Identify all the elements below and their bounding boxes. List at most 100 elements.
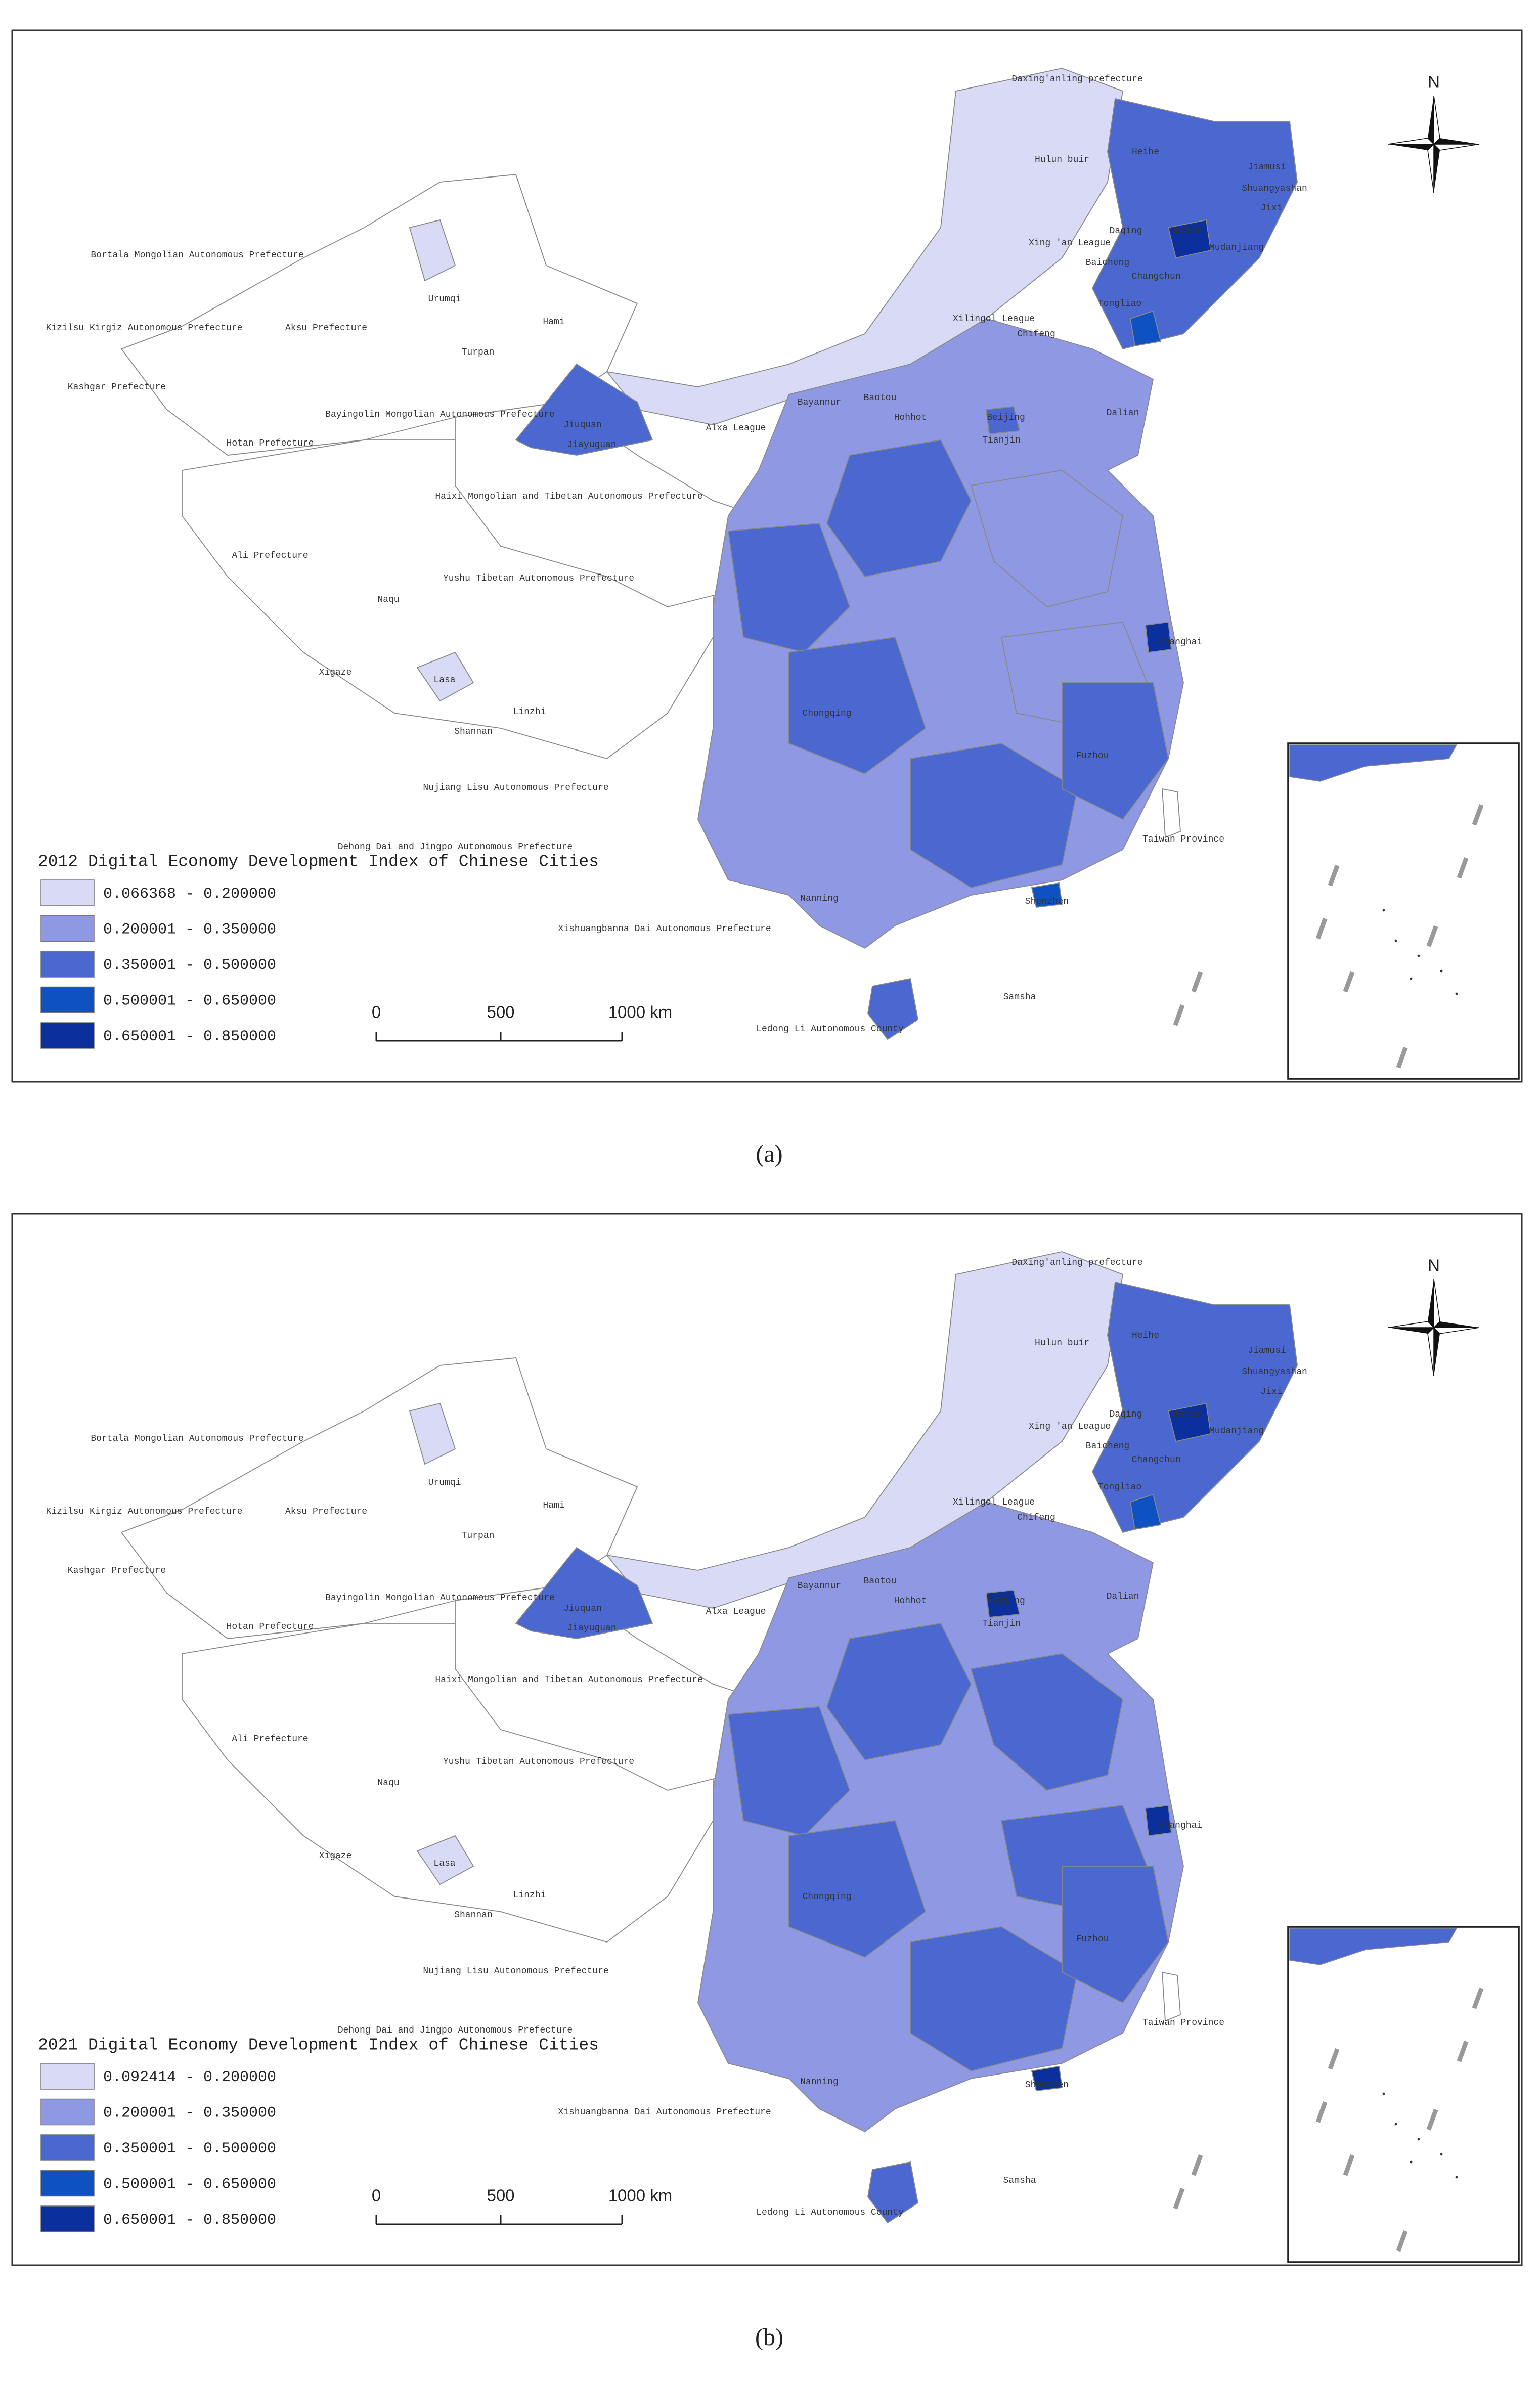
place-label: Kizilsu Kirgiz Autonomous Prefecture <box>46 1507 243 1517</box>
north-label: N <box>1428 73 1440 92</box>
inset-region <box>1289 744 1458 782</box>
region <box>515 363 653 456</box>
place-label: Xishuangbanna Dai Autonomous Prefecture <box>558 924 771 934</box>
place-label: Shuangyashan <box>1242 1367 1307 1377</box>
north-arrow-light <box>1388 95 1480 193</box>
place-label: Hulun buir <box>1035 1338 1089 1348</box>
place-label: Lasa <box>433 675 455 685</box>
legend-swatch <box>40 879 95 906</box>
place-label: Tianjin <box>982 435 1021 446</box>
legend-label: 0.092414 - 0.200000 <box>103 2069 276 2086</box>
dash-line <box>1396 1047 1408 1069</box>
place-label: Alxa League <box>706 1607 766 1617</box>
legend-label: 0.650001 - 0.850000 <box>103 1028 276 1045</box>
place-label: Bayingolin Mongolian Autonomous Prefectu… <box>325 1593 555 1603</box>
place-label: Xishuangbanna Dai Autonomous Prefecture <box>558 2107 771 2117</box>
place-label: Urumqi <box>428 1478 461 1488</box>
place-label: Dalian <box>1107 1592 1139 1602</box>
place-label: Mudanjiang <box>1209 243 1264 253</box>
legend-swatch <box>40 986 95 1013</box>
place-label: Ali Prefecture <box>232 1734 308 1744</box>
place-label: Nujiang Lisu Autonomous Prefecture <box>423 783 608 793</box>
dash-line <box>1315 918 1328 940</box>
place-label: Chongqing <box>802 709 851 719</box>
legend-label: 0.066368 - 0.200000 <box>103 886 276 903</box>
place-label: Linzhi <box>513 707 546 717</box>
place-label: Nanning <box>800 2077 839 2087</box>
place-label: Chongqing <box>802 1892 851 1902</box>
region <box>1167 1402 1212 1442</box>
place-label: Harbin <box>1170 1409 1203 1420</box>
place-label: Dalian <box>1107 408 1139 418</box>
region <box>727 1706 851 1837</box>
place-label: Kizilsu Kirgiz Autonomous Prefecture <box>46 323 243 333</box>
place-label: Taiwan Province <box>1142 2018 1224 2028</box>
place-label: Daqing <box>1110 226 1142 236</box>
island <box>1394 2123 1397 2126</box>
place-label: Nanning <box>800 894 839 904</box>
dash-line <box>1315 2101 1328 2123</box>
dash-line <box>1457 2041 1469 2062</box>
place-label: Xigaze <box>319 668 352 678</box>
legend-label: 0.350001 - 0.500000 <box>103 957 276 974</box>
legend-title: 2021 Digital Economy Development Index o… <box>38 2036 599 2055</box>
dash-line <box>1457 857 1469 879</box>
place-label: Yushu Tibetan Autonomous Prefecture <box>443 1757 634 1767</box>
place-label: Baicheng <box>1086 1441 1129 1451</box>
place-label: Hami <box>543 317 564 327</box>
place-label: Haixi Mongolian and Tibetan Autonomous P… <box>435 492 702 502</box>
place-label: Bayannur <box>798 1581 841 1591</box>
place-label: Mudanjiang <box>1209 1426 1264 1436</box>
place-label: Alxa League <box>706 423 766 433</box>
place-label: Chifeng <box>1017 329 1055 339</box>
place-label: Shenzhen <box>1025 897 1069 907</box>
island <box>1440 969 1443 973</box>
region <box>1062 1866 1169 2004</box>
island <box>1417 954 1420 957</box>
caption: (a) <box>756 1140 782 1167</box>
place-label: Turpan <box>462 347 495 358</box>
place-label: Yushu Tibetan Autonomous Prefecture <box>443 573 634 584</box>
place-label: Hulun buir <box>1035 155 1089 165</box>
place-label: Beijing <box>987 1596 1025 1606</box>
place-label: Xing 'an League <box>1029 1422 1111 1432</box>
region <box>1062 682 1169 820</box>
place-label: Naqu <box>377 1778 399 1788</box>
island <box>1410 2160 1413 2164</box>
region <box>910 743 1078 888</box>
place-label: Changchun <box>1131 1455 1180 1465</box>
place-label: Jiamusi <box>1248 162 1286 172</box>
inset-region <box>1289 1928 1458 1965</box>
scale-label: 500 <box>487 2186 514 2205</box>
legend-swatch <box>40 2098 95 2126</box>
place-label: Daqing <box>1110 1409 1142 1420</box>
place-label: Jiayuguan <box>567 1623 616 1634</box>
place-label: Shanghai <box>1159 1821 1202 1831</box>
dash-line <box>1426 925 1438 947</box>
place-label: Chifeng <box>1017 1513 1055 1523</box>
island <box>1440 2153 1443 2156</box>
region <box>416 1835 474 1885</box>
region <box>985 1590 1021 1618</box>
place-label: Urumqi <box>428 294 461 304</box>
place-label: Ledong Li Autonomous County <box>756 1024 904 1034</box>
place-label: Hotan Prefecture <box>227 438 314 449</box>
region <box>788 1820 927 1958</box>
place-label: Shannan <box>454 1910 493 1920</box>
region <box>1167 219 1212 259</box>
place-label: Hohhot <box>894 413 927 423</box>
place-label: Bayannur <box>798 398 841 408</box>
place-label: Shannan <box>454 727 493 737</box>
legend-swatch <box>40 2170 95 2197</box>
legend-label: 0.500001 - 0.650000 <box>103 992 276 1009</box>
dash-line <box>1472 804 1484 826</box>
place-label: Lasa <box>433 1859 455 1869</box>
legend-label: 0.500001 - 0.650000 <box>103 2176 276 2193</box>
place-label: Haixi Mongolian and Tibetan Autonomous P… <box>435 1675 702 1685</box>
scale-label: 1000 km <box>608 1003 673 1022</box>
dash-line <box>1396 2230 1408 2252</box>
place-label: Xigaze <box>319 1851 352 1861</box>
place-label: Beijing <box>987 413 1025 423</box>
island <box>1455 2176 1458 2179</box>
